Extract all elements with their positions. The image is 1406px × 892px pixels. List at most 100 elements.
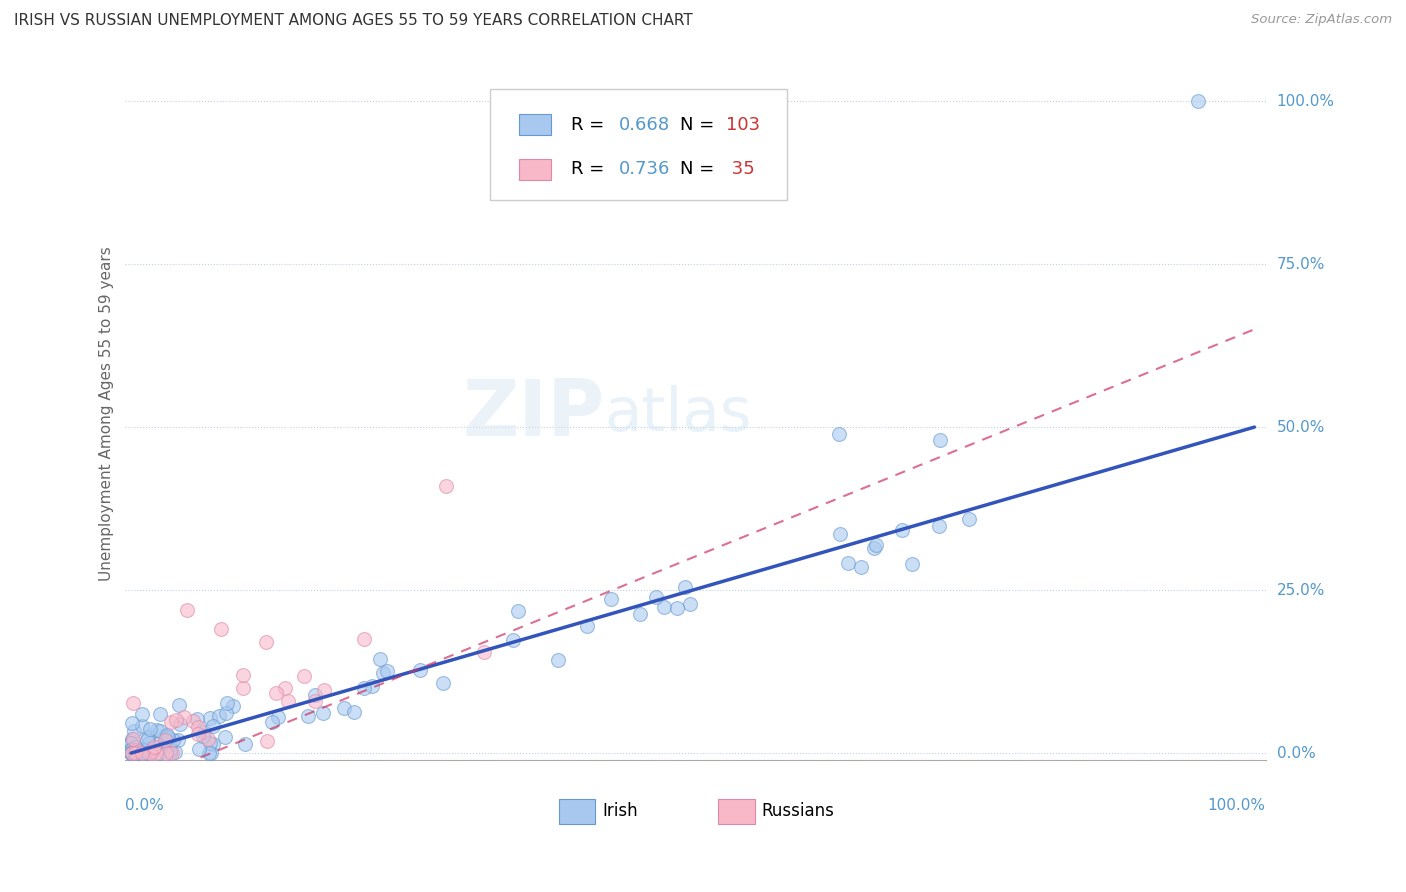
Point	[167, 698, 190, 712]
Point	[135, 742, 157, 756]
Point	[928, 519, 950, 533]
Point	[176, 602, 198, 616]
Point	[198, 746, 221, 760]
Point	[136, 746, 159, 760]
Point	[162, 732, 184, 747]
Point	[167, 732, 190, 747]
Point	[900, 557, 922, 571]
Point	[645, 590, 668, 604]
Point	[142, 743, 165, 757]
Point	[353, 681, 375, 695]
Point	[124, 746, 146, 760]
Point	[125, 739, 148, 754]
Point	[373, 665, 395, 680]
Text: R =: R =	[571, 116, 610, 134]
Point	[828, 526, 851, 541]
Point	[153, 729, 176, 743]
Point	[160, 746, 183, 760]
Point	[121, 741, 143, 756]
Point	[312, 683, 335, 698]
Point	[156, 730, 179, 744]
Point	[186, 712, 208, 726]
Point	[122, 739, 145, 754]
Point	[201, 737, 224, 751]
FancyBboxPatch shape	[491, 89, 787, 200]
Point	[142, 739, 165, 754]
Point	[135, 746, 157, 760]
Point	[673, 580, 696, 594]
Point	[120, 736, 142, 750]
Point	[149, 707, 172, 722]
Point	[121, 696, 143, 710]
Text: IRISH VS RUSSIAN UNEMPLOYMENT AMONG AGES 55 TO 59 YEARS CORRELATION CHART: IRISH VS RUSSIAN UNEMPLOYMENT AMONG AGES…	[14, 13, 693, 29]
Point	[183, 714, 205, 728]
Point	[343, 706, 366, 720]
Point	[200, 746, 222, 760]
Point	[502, 633, 524, 648]
Point	[679, 597, 702, 611]
Point	[193, 730, 215, 744]
Text: 0.0%: 0.0%	[125, 798, 165, 814]
Point	[652, 599, 675, 614]
Point	[186, 720, 208, 734]
Point	[159, 746, 181, 760]
Point	[254, 635, 277, 649]
Text: 103: 103	[727, 116, 761, 134]
Point	[221, 698, 243, 713]
Point	[149, 723, 172, 738]
Point	[120, 746, 142, 760]
Point	[187, 726, 209, 740]
Point	[138, 736, 160, 750]
FancyBboxPatch shape	[718, 799, 755, 824]
Point	[138, 722, 160, 736]
Point	[209, 622, 232, 636]
Point	[121, 746, 143, 760]
Point	[136, 731, 159, 745]
Point	[409, 663, 432, 677]
Text: 25.0%: 25.0%	[1277, 582, 1324, 598]
Text: N =: N =	[679, 161, 720, 178]
Point	[375, 664, 398, 678]
Text: Russians: Russians	[762, 803, 835, 821]
Point	[628, 607, 651, 621]
Point	[304, 688, 326, 702]
Point	[124, 746, 146, 760]
Point	[169, 716, 191, 731]
Point	[122, 732, 145, 747]
Point	[188, 741, 211, 756]
Point	[208, 708, 231, 723]
Text: 75.0%: 75.0%	[1277, 257, 1324, 271]
Point	[198, 711, 221, 725]
Point	[472, 645, 495, 659]
Y-axis label: Unemployment Among Ages 55 to 59 years: Unemployment Among Ages 55 to 59 years	[100, 247, 114, 582]
Point	[124, 746, 146, 760]
Text: 100.0%: 100.0%	[1277, 94, 1334, 109]
Point	[148, 746, 170, 760]
Point	[156, 728, 179, 742]
Text: 0.0%: 0.0%	[1277, 746, 1316, 761]
Point	[863, 541, 886, 555]
Point	[125, 742, 148, 756]
Point	[576, 619, 599, 633]
Point	[122, 746, 145, 760]
Point	[165, 714, 187, 728]
Point	[256, 734, 278, 748]
Point	[120, 746, 142, 760]
Point	[131, 719, 153, 733]
FancyBboxPatch shape	[558, 799, 595, 824]
Point	[125, 746, 148, 760]
Point	[837, 556, 859, 570]
Point	[155, 735, 177, 749]
Point	[120, 743, 142, 757]
Point	[129, 746, 152, 760]
Text: 100.0%: 100.0%	[1208, 798, 1265, 814]
Point	[432, 675, 454, 690]
Point	[312, 706, 335, 720]
Point	[304, 694, 326, 708]
Point	[157, 738, 180, 752]
Point	[547, 653, 569, 667]
Point	[235, 737, 257, 751]
Text: atlas: atlas	[605, 384, 752, 443]
Point	[828, 426, 851, 441]
Point	[297, 709, 319, 723]
